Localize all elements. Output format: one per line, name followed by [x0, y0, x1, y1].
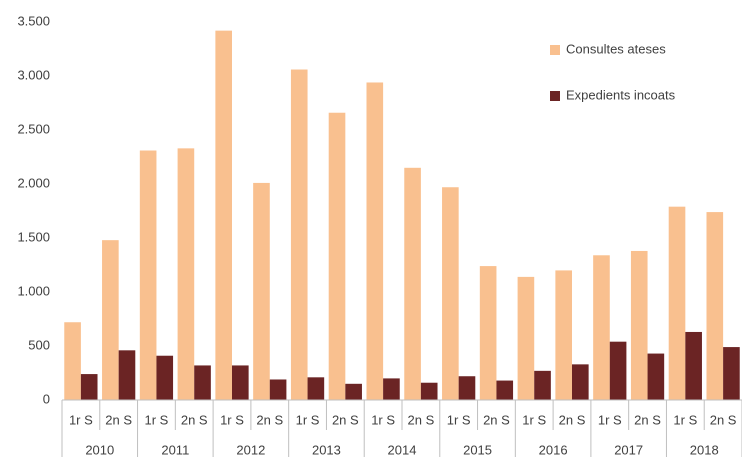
legend-label: Consultes ateses — [566, 41, 666, 56]
bar — [458, 376, 476, 400]
bar — [139, 150, 157, 400]
x-tick-label: 2n S — [634, 412, 661, 427]
bar — [290, 69, 308, 401]
bar — [383, 378, 400, 400]
bar — [479, 266, 497, 400]
bar — [177, 148, 195, 400]
y-tick-label: 1.000 — [17, 283, 50, 298]
bar — [253, 182, 270, 400]
bar — [593, 255, 610, 400]
bar — [345, 383, 362, 400]
x-tick-label: 2n S — [408, 412, 435, 427]
x-tick-label: 1r S — [598, 412, 622, 427]
y-tick-label: 2.000 — [17, 175, 50, 190]
bar — [685, 331, 702, 400]
bar — [80, 374, 98, 400]
bar — [366, 82, 384, 400]
bar — [723, 347, 740, 400]
group-label: 2016 — [539, 442, 568, 457]
bar — [194, 365, 211, 400]
x-tick-label: 1r S — [522, 412, 546, 427]
x-tick-label: 1r S — [145, 412, 169, 427]
bar — [328, 112, 346, 400]
y-tick-label: 3.000 — [17, 67, 50, 82]
y-tick-label: 500 — [28, 337, 50, 352]
x-tick-label: 1r S — [220, 412, 244, 427]
bar — [102, 240, 119, 400]
legend-swatch — [550, 45, 560, 55]
x-tick-label: 1r S — [296, 412, 320, 427]
x-tick-label: 2n S — [710, 412, 737, 427]
bar — [307, 377, 325, 400]
group-label: 2013 — [312, 442, 341, 457]
x-tick-label: 1r S — [447, 412, 471, 427]
bar — [269, 379, 287, 400]
group-label: 2014 — [388, 442, 417, 457]
group-label: 2010 — [85, 442, 114, 457]
x-tick-label: 1r S — [69, 412, 93, 427]
bar — [555, 270, 572, 400]
legend-swatch — [550, 91, 560, 101]
bar — [706, 212, 724, 400]
x-tick-label: 2n S — [105, 412, 132, 427]
bar — [442, 187, 459, 400]
bar — [572, 364, 589, 400]
bar — [232, 365, 249, 400]
group-label: 2017 — [614, 442, 643, 457]
group-label: 2012 — [236, 442, 265, 457]
x-tick-label: 2n S — [559, 412, 586, 427]
x-tick-label: 1r S — [673, 412, 697, 427]
bar — [630, 250, 648, 400]
x-tick-label: 2n S — [483, 412, 510, 427]
bar — [609, 341, 627, 400]
bar — [420, 382, 438, 400]
bar — [64, 322, 81, 400]
legend-background — [540, 30, 730, 112]
bar — [668, 206, 686, 400]
bar — [215, 30, 232, 400]
bar — [647, 353, 665, 400]
x-tick-label: 2n S — [181, 412, 208, 427]
bar — [404, 167, 421, 400]
bar — [156, 355, 174, 400]
legend-label: Expedients incoats — [566, 87, 676, 102]
y-tick-label: 3.500 — [17, 13, 50, 28]
group-label: 2018 — [690, 442, 719, 457]
bar — [534, 370, 551, 400]
bar — [496, 380, 514, 400]
bar — [118, 350, 136, 400]
bar — [517, 276, 535, 400]
x-tick-label: 1r S — [371, 412, 395, 427]
group-label: 2011 — [161, 442, 189, 457]
y-tick-label: 1.500 — [17, 229, 50, 244]
x-tick-label: 2n S — [256, 412, 283, 427]
y-tick-label: 2.500 — [17, 121, 50, 136]
x-tick-label: 2n S — [332, 412, 359, 427]
y-tick-label: 0 — [43, 391, 50, 406]
group-label: 2015 — [463, 442, 492, 457]
